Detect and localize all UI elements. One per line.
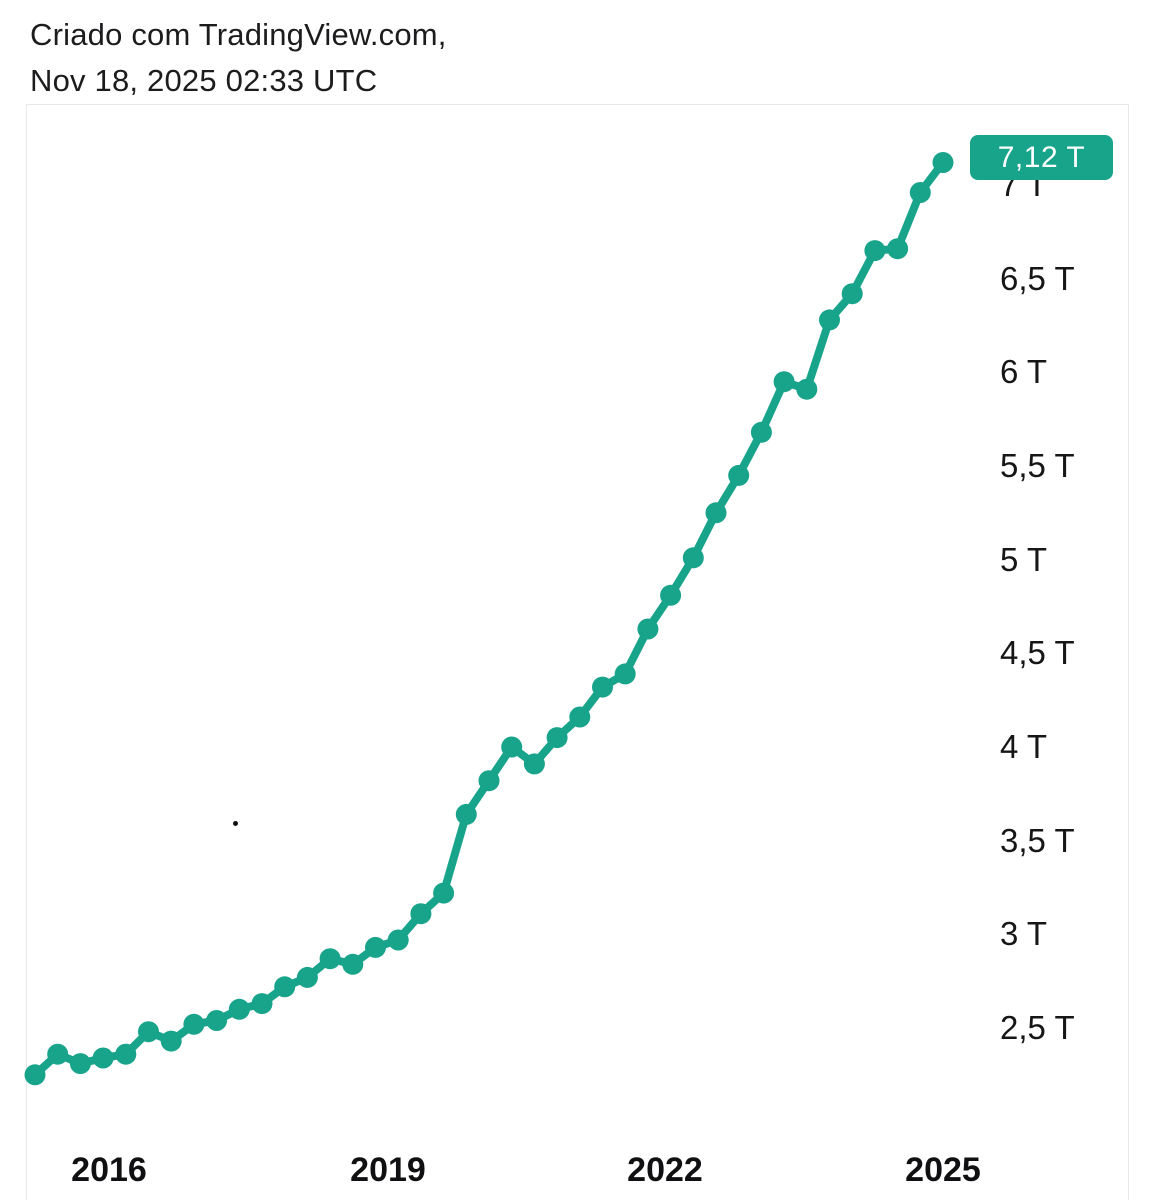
y-axis-label: 4,5 T	[1000, 634, 1075, 672]
y-axis-label: 4 T	[1000, 728, 1048, 765]
y-axis-label: 3,5 T	[1000, 821, 1075, 859]
x-axis-label: 2025	[905, 1151, 981, 1189]
y-axis-label: 3 T	[1000, 915, 1048, 953]
x-axis-label: 2019	[350, 1151, 426, 1189]
x-axis-label: 2016	[71, 1151, 147, 1189]
x-axis-label: 2022	[627, 1151, 703, 1189]
y-axis-label: 2,5 T	[1000, 1009, 1075, 1046]
watermark-line1: Criado com TradingView.com,	[30, 17, 447, 52]
y-axis-label: 5,5 T	[1000, 447, 1075, 484]
y-axis-label: 6,5 T	[1000, 259, 1075, 297]
y-axis-label: 6 T	[1000, 353, 1048, 391]
watermark-header: Criado com TradingView.com, Nov 18, 2025…	[30, 12, 447, 104]
stray-dot	[233, 821, 238, 826]
last-price-badge: 7,12 T	[970, 135, 1113, 180]
y-axis-label: 5 T	[1000, 540, 1048, 578]
watermark-line2: Nov 18, 2025 02:33 UTC	[30, 63, 378, 98]
chart-plot-area[interactable]	[26, 104, 1129, 1200]
